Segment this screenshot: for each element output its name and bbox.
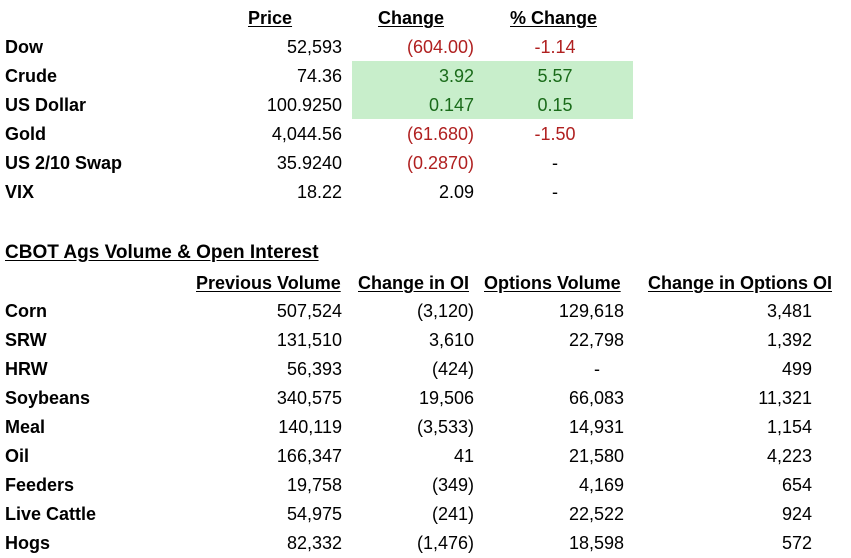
header-previous-volume: Previous Volume: [196, 273, 341, 293]
cbot-change-in-oi: 3,610: [428, 330, 474, 350]
cbot-change-in-options-oi: 654: [781, 475, 812, 495]
market-name: Gold: [5, 124, 46, 144]
cbot-commodity-name: Soybeans: [5, 388, 91, 408]
market-change: (604.00): [406, 37, 474, 57]
cbot-previous-volume: 131,510: [276, 330, 342, 350]
cbot-change-in-options-oi: 572: [781, 533, 812, 553]
cbot-options-volume: 14,931: [568, 417, 624, 437]
market-pct-change: -1.50: [534, 124, 576, 144]
cbot-change-in-options-oi: 499: [781, 359, 812, 379]
cbot-commodity-name: Corn: [5, 301, 47, 321]
market-price: 35.9240: [276, 153, 342, 173]
cbot-commodity-name: Meal: [5, 417, 46, 437]
cbot-change-in-options-oi: 1,154: [766, 417, 812, 437]
cbot-previous-volume: 82,332: [286, 533, 342, 553]
market-price: 52,593: [286, 37, 342, 57]
market-pct-change: -: [552, 182, 558, 202]
cbot-change-in-options-oi: 924: [781, 504, 812, 524]
cbot-previous-volume: 54,975: [286, 504, 342, 524]
header-options-volume: Options Volume: [484, 273, 621, 293]
cbot-previous-volume: 340,575: [276, 388, 342, 408]
market-name: US 2/10 Swap: [5, 153, 123, 173]
market-change: 0.147: [428, 95, 474, 115]
market-pct-change: -: [552, 153, 558, 173]
cbot-commodity-name: HRW: [5, 359, 48, 379]
cbot-change-in-oi: (1,476): [416, 533, 474, 553]
header-price: Price: [248, 8, 293, 28]
positive-change-highlight: [352, 61, 633, 119]
cbot-change-in-oi: (3,120): [416, 301, 474, 321]
market-name: US Dollar: [5, 95, 87, 115]
market-pct-change: 0.15: [537, 95, 573, 115]
cbot-options-volume: 21,580: [568, 446, 624, 466]
cbot-change-in-options-oi: 3,481: [766, 301, 812, 321]
cbot-change-in-oi: (241): [431, 504, 474, 524]
cbot-commodity-name: Live Cattle: [5, 504, 97, 524]
market-name: VIX: [5, 182, 35, 202]
cbot-change-in-oi: (3,533): [416, 417, 474, 437]
header-pct-change: % Change: [510, 8, 598, 28]
cbot-options-volume: 4,169: [578, 475, 624, 495]
header-change: Change: [378, 8, 445, 28]
cbot-change-in-options-oi: 11,321: [758, 388, 812, 408]
cbot-commodity-name: Hogs: [5, 533, 50, 553]
cbot-change-in-oi: 41: [453, 446, 474, 466]
market-pct-change: -1.14: [534, 37, 576, 57]
header-change-in-options-oi: Change in Options OI: [648, 273, 832, 293]
market-pct-change: 5.57: [537, 66, 573, 86]
market-name: Dow: [5, 37, 43, 57]
market-name: Crude: [5, 66, 58, 86]
cbot-options-volume: 18,598: [568, 533, 624, 553]
market-change: 2.09: [438, 182, 474, 202]
cbot-options-volume: -: [594, 359, 600, 379]
market-price: 18.22: [296, 182, 342, 202]
header-change-in-oi: Change in OI: [358, 273, 470, 293]
market-change: (61.680): [406, 124, 474, 144]
cbot-change-in-oi: (349): [431, 475, 474, 495]
cbot-section-title: CBOT Ags Volume & Open Interest: [5, 242, 319, 263]
market-price: 74.36: [296, 66, 342, 86]
market-price: 100.9250: [266, 95, 342, 115]
cbot-previous-volume: 166,347: [276, 446, 342, 466]
cbot-options-volume: 66,083: [568, 388, 624, 408]
market-price: 4,044.56: [271, 124, 342, 144]
market-change: 3.92: [438, 66, 474, 86]
cbot-options-volume: 22,798: [568, 330, 624, 350]
cbot-change-in-oi: 19,506: [418, 388, 474, 408]
cbot-commodity-name: SRW: [5, 330, 47, 350]
cbot-options-volume: 129,618: [558, 301, 624, 321]
cbot-previous-volume: 56,393: [286, 359, 342, 379]
cbot-change-in-options-oi: 4,223: [766, 446, 812, 466]
cbot-options-volume: 22,522: [568, 504, 624, 524]
cbot-commodity-name: Feeders: [5, 475, 75, 495]
cbot-commodity-name: Oil: [5, 446, 30, 466]
cbot-change-in-options-oi: 1,392: [766, 330, 812, 350]
cbot-change-in-oi: (424): [431, 359, 474, 379]
market-change: (0.2870): [406, 153, 474, 173]
cbot-previous-volume: 140,119: [278, 417, 342, 437]
cbot-previous-volume: 19,758: [286, 475, 342, 495]
cbot-previous-volume: 507,524: [276, 301, 342, 321]
